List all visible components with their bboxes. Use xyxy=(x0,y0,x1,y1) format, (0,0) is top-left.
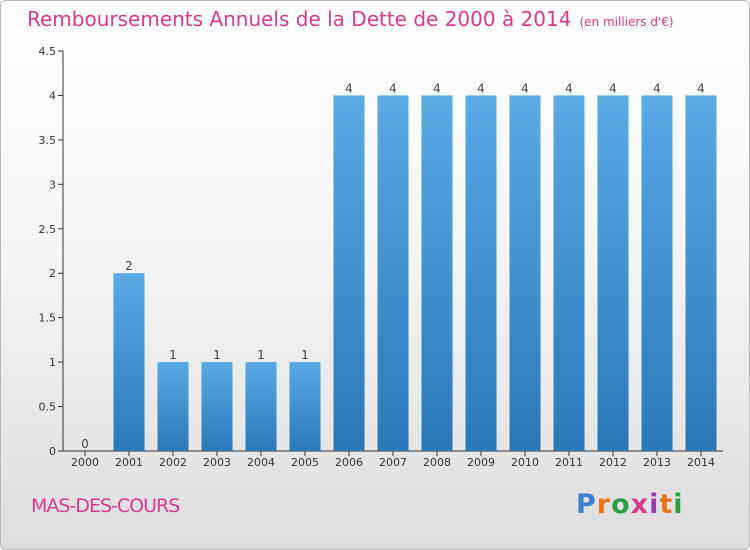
bar xyxy=(245,362,277,451)
y-tick-label: 3 xyxy=(49,178,56,191)
chart-subtitle: (en milliers d'€) xyxy=(579,15,674,29)
data-label: 1 xyxy=(301,348,309,362)
y-tick-label: 4.5 xyxy=(39,45,57,58)
x-tick-label: 2013 xyxy=(643,456,671,469)
y-tick-label: 1 xyxy=(49,356,56,369)
brand-letter: i xyxy=(649,489,660,520)
commune-name: MAS-DES-COURS xyxy=(31,495,180,517)
data-label: 4 xyxy=(389,81,397,95)
data-label: 4 xyxy=(345,81,353,95)
y-tick-label: 2.5 xyxy=(39,223,57,236)
x-tick-label: 2012 xyxy=(599,456,627,469)
y-tick-label: 2 xyxy=(49,267,56,280)
x-tick-label: 2010 xyxy=(511,456,539,469)
data-label: 4 xyxy=(521,81,529,95)
x-tick-label: 2009 xyxy=(467,456,495,469)
proxiti-logo[interactable]: Proxiti xyxy=(576,489,684,520)
brand-letter: P xyxy=(576,489,597,520)
x-tick-label: 2007 xyxy=(379,456,407,469)
brand-letter: r xyxy=(596,489,612,520)
bar xyxy=(509,95,541,451)
chart-title: Remboursements Annuels de la Dette de 20… xyxy=(27,7,674,31)
data-label: 4 xyxy=(609,81,617,95)
data-label: 2 xyxy=(125,259,133,273)
bar xyxy=(113,273,145,451)
brand-letter: o xyxy=(611,489,631,520)
data-label: 4 xyxy=(477,81,485,95)
chart-title-text: Remboursements Annuels de la Dette de 20… xyxy=(27,7,572,31)
x-tick-label: 2000 xyxy=(71,456,99,469)
x-tick-label: 2005 xyxy=(291,456,319,469)
data-label: 4 xyxy=(697,81,705,95)
x-tick-label: 2008 xyxy=(423,456,451,469)
bar xyxy=(421,95,453,451)
bar xyxy=(377,95,409,451)
data-label: 1 xyxy=(213,348,221,362)
x-tick-label: 2014 xyxy=(687,456,715,469)
y-tick-label: 0.5 xyxy=(39,401,57,414)
x-tick-label: 2001 xyxy=(115,456,143,469)
x-tick-label: 2004 xyxy=(247,456,275,469)
data-label: 0 xyxy=(81,437,89,451)
y-tick-label: 0 xyxy=(49,445,56,458)
bar xyxy=(553,95,585,451)
bar xyxy=(201,362,233,451)
data-label: 1 xyxy=(257,348,265,362)
data-label: 4 xyxy=(565,81,573,95)
bar xyxy=(597,95,629,451)
brand-letter: i xyxy=(673,489,684,520)
data-label: 4 xyxy=(653,81,661,95)
x-tick-label: 2003 xyxy=(203,456,231,469)
y-tick-label: 3.5 xyxy=(39,134,57,147)
x-tick-label: 2002 xyxy=(159,456,187,469)
bar xyxy=(641,95,673,451)
x-tick-label: 2006 xyxy=(335,456,363,469)
bar xyxy=(465,95,497,451)
x-tick-label: 2011 xyxy=(555,456,583,469)
bar xyxy=(157,362,189,451)
bar xyxy=(685,95,717,451)
data-label: 1 xyxy=(169,348,177,362)
y-tick-label: 4 xyxy=(49,89,56,102)
bar xyxy=(333,95,365,451)
bar xyxy=(289,362,321,451)
brand-letter: x xyxy=(630,489,650,520)
brand-letter: t xyxy=(659,489,674,520)
y-tick-label: 1.5 xyxy=(39,312,57,325)
data-label: 4 xyxy=(433,81,441,95)
